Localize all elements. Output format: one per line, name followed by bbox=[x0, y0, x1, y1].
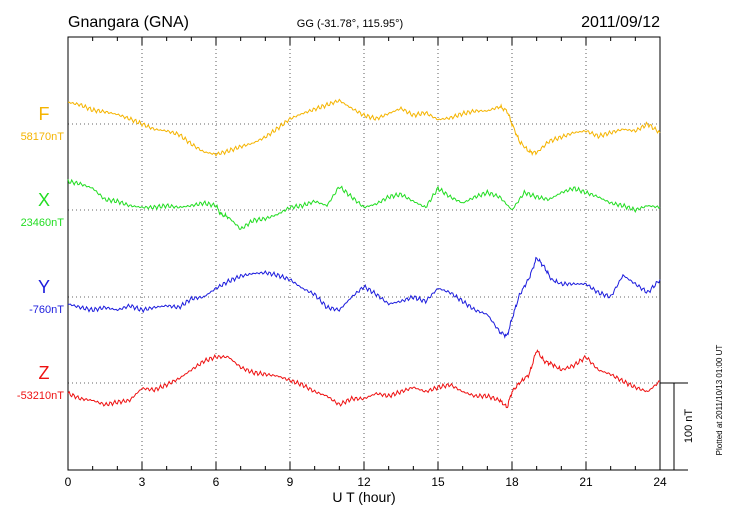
series-line-z bbox=[67, 349, 661, 409]
x-tick-label: 9 bbox=[287, 475, 294, 489]
series-baseline-f: 58170nT bbox=[21, 131, 65, 143]
x-tick-label: 21 bbox=[579, 475, 593, 489]
series-name-x: X bbox=[38, 190, 50, 210]
x-axis-label: U T (hour) bbox=[332, 489, 395, 505]
station-title: Gnangara (GNA) bbox=[68, 14, 189, 31]
scale-bar-label: 100 nT bbox=[683, 409, 695, 444]
series-name-y: Y bbox=[38, 277, 50, 297]
series-labels: F 58170nT X 23460nT Y -760nT Z -53210nT bbox=[17, 104, 64, 402]
series-baseline-z: -53210nT bbox=[17, 390, 64, 402]
x-tick-label: 24 bbox=[653, 475, 667, 489]
coords-label: GG (-31.78°, 115.95°) bbox=[297, 18, 403, 30]
series-name-f: F bbox=[39, 104, 50, 124]
plotted-note: Plotted at 2011/10/13 01:00 UT bbox=[715, 345, 724, 456]
series-line-x bbox=[67, 178, 661, 230]
x-tick-label: 6 bbox=[213, 475, 220, 489]
x-axis-ticks: 0 3 6 9 12 15 18 21 24 bbox=[65, 37, 667, 489]
scale-bar: 100 nT bbox=[660, 382, 695, 471]
series-name-z: Z bbox=[39, 363, 50, 383]
x-tick-label: 15 bbox=[431, 475, 445, 489]
x-tick-label: 3 bbox=[139, 475, 146, 489]
series-line-y bbox=[68, 256, 661, 339]
series-baseline-x: 23460nT bbox=[21, 217, 65, 229]
grid bbox=[68, 37, 660, 470]
series-baseline-y: -760nT bbox=[29, 304, 64, 316]
x-tick-label: 12 bbox=[357, 475, 371, 489]
series-line-f bbox=[67, 98, 661, 157]
series-group bbox=[67, 98, 661, 409]
x-tick-label: 0 bbox=[65, 475, 72, 489]
date-label: 2011/09/12 bbox=[581, 14, 660, 31]
x-tick-label: 18 bbox=[505, 475, 519, 489]
